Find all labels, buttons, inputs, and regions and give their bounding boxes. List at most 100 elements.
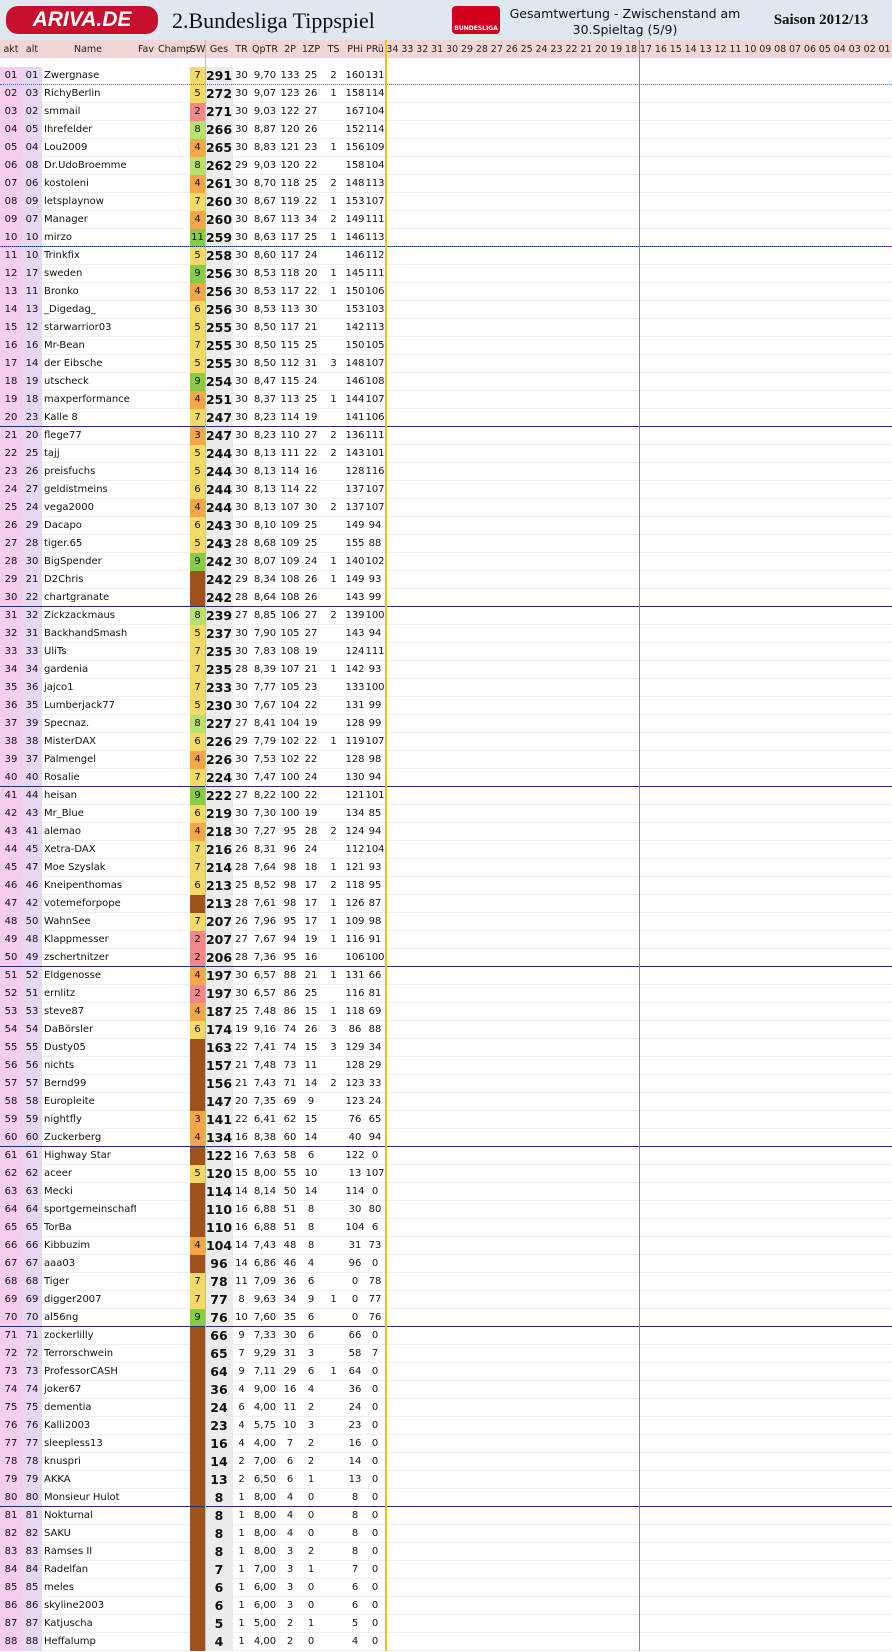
ges-bg	[205, 1399, 233, 1417]
matchday-header: 32	[416, 44, 429, 55]
akt-bg	[0, 319, 22, 337]
table-cell: 7	[194, 916, 201, 927]
table-cell: 122	[345, 1150, 365, 1161]
table-cell: zockerlilly	[44, 1330, 94, 1341]
alt-bg	[22, 625, 42, 643]
table-cell: 100	[365, 682, 385, 693]
table-cell: 16	[25, 340, 39, 351]
table-cell: 87	[25, 1618, 39, 1629]
akt-bg	[0, 1273, 22, 1291]
sw-bg	[190, 715, 205, 733]
group-separator	[0, 966, 892, 967]
table-cell: Specnaz.	[44, 718, 90, 729]
ges-bg	[205, 499, 233, 517]
table-cell: 2	[307, 1456, 315, 1467]
table-cell: 1	[238, 1618, 245, 1629]
group-separator	[0, 606, 892, 607]
table-cell: 244	[205, 446, 233, 461]
akt-bg	[0, 1219, 22, 1237]
table-cell: 1	[238, 1546, 245, 1557]
akt-bg	[0, 247, 22, 265]
table-cell: 6,88	[253, 1204, 277, 1215]
ges-bg	[205, 373, 233, 391]
table-cell: 24	[304, 376, 318, 387]
table-cell: 244	[205, 482, 233, 497]
table-cell: 60	[25, 1132, 39, 1143]
table-cell: Nokturnal	[44, 1510, 93, 1521]
table-cell: 34	[25, 664, 39, 675]
table-cell: Zwergnase	[44, 70, 100, 81]
table-cell: 2	[330, 826, 337, 837]
table-cell: 4	[286, 1492, 294, 1503]
table-cell: 32	[25, 610, 39, 621]
table-cell: 59	[4, 1114, 18, 1125]
sw-bg	[190, 607, 205, 625]
table-cell: 2	[330, 178, 337, 189]
akt-bg	[0, 1489, 22, 1507]
akt-bg	[0, 1183, 22, 1201]
ges-bg	[205, 409, 233, 427]
table-cell: 167	[345, 106, 365, 117]
table-cell: 27	[304, 628, 318, 639]
table-cell: 4,00	[253, 1636, 277, 1647]
table-cell: 02	[4, 88, 18, 99]
sw-bg	[190, 247, 205, 265]
table-cell: 01	[25, 70, 39, 81]
table-cell: 108	[280, 646, 300, 657]
table-cell: 122	[280, 106, 300, 117]
table-cell: 137	[345, 484, 365, 495]
sw-bg	[190, 319, 205, 337]
table-cell: 22	[304, 754, 318, 765]
table-cell: 56	[25, 1060, 39, 1071]
alt-bg	[22, 859, 42, 877]
alt-bg	[22, 823, 42, 841]
table-cell: 22	[25, 592, 39, 603]
table-cell: 15	[304, 1006, 318, 1017]
table-cell: zschertnitzer	[44, 952, 110, 963]
table-cell: 26	[25, 466, 39, 477]
table-cell: 8,31	[253, 844, 277, 855]
table-cell: 86	[348, 1024, 362, 1035]
table-cell: 6,41	[253, 1114, 277, 1125]
table-cell: 1	[330, 88, 337, 99]
table-cell: 109	[280, 520, 300, 531]
matchday-header: 09	[759, 44, 772, 55]
table-cell: Kalle 8	[44, 412, 78, 423]
ges-bg	[205, 1435, 233, 1453]
table-cell: 7,79	[253, 736, 277, 747]
table-cell: 24	[25, 502, 39, 513]
table-cell: 30	[235, 304, 248, 315]
table-cell: 73	[368, 1240, 382, 1251]
table-cell: 149	[345, 214, 365, 225]
table-cell: 88	[4, 1636, 18, 1647]
sw-bg	[190, 1093, 205, 1111]
table-cell: 256	[205, 302, 233, 317]
table-cell: 60	[4, 1132, 18, 1143]
sw-bg	[190, 1183, 205, 1201]
table-cell: 30	[235, 358, 248, 369]
sw-bg	[190, 1543, 205, 1561]
alt-bg	[22, 589, 42, 607]
alt-bg	[22, 769, 42, 787]
sw-bg	[190, 211, 205, 229]
table-cell: 116	[345, 934, 365, 945]
table-cell: 22	[304, 448, 318, 459]
akt-bg	[0, 1327, 22, 1345]
sw-bg	[190, 1057, 205, 1075]
table-cell: 8,63	[253, 232, 277, 243]
akt-bg	[0, 625, 22, 643]
ges-bg	[205, 589, 233, 607]
table-cell: 19	[304, 412, 318, 423]
table-cell: 61	[25, 1150, 39, 1161]
table-cell: 30	[235, 142, 248, 153]
ges-bg	[205, 877, 233, 895]
table-cell: 7	[194, 340, 201, 351]
ges-bg	[205, 1075, 233, 1093]
table-cell: 6	[371, 1222, 379, 1233]
table-cell: 88	[368, 1024, 382, 1035]
table-cell: 06	[4, 160, 18, 171]
table-cell: 30	[235, 322, 248, 333]
table-cell: alemao	[44, 826, 82, 837]
table-cell: preisfuchs	[44, 466, 96, 477]
table-cell: 51	[283, 1204, 297, 1215]
